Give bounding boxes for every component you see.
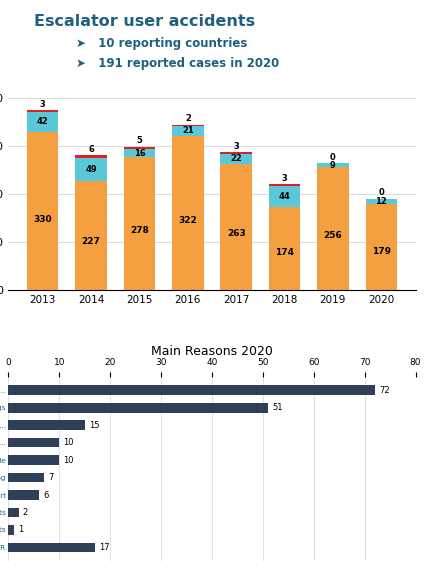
Text: 12: 12 [375, 197, 387, 206]
Bar [8, 455, 59, 465]
Text: 3: 3 [40, 100, 45, 109]
Text: 174: 174 [275, 248, 294, 257]
Bar [27, 110, 59, 112]
Bar [8, 386, 375, 395]
Bar [365, 198, 397, 204]
Bar [172, 126, 204, 136]
Text: Escalator user accidents: Escalator user accidents [34, 14, 255, 29]
Text: 0: 0 [379, 188, 384, 197]
Text: 5: 5 [137, 136, 142, 145]
Bar [8, 525, 14, 535]
Text: 0: 0 [330, 153, 336, 162]
Text: 3: 3 [233, 142, 239, 150]
Bar [220, 153, 252, 164]
Text: 9: 9 [330, 161, 336, 170]
Bar [317, 168, 349, 291]
Text: 7: 7 [48, 473, 53, 482]
Bar [75, 158, 107, 181]
Bar [269, 186, 300, 207]
Bar [365, 204, 397, 291]
Text: 6: 6 [88, 145, 94, 153]
Text: 227: 227 [82, 237, 100, 246]
Text: 10: 10 [64, 438, 74, 447]
Text: 22: 22 [230, 154, 242, 163]
Text: 278: 278 [130, 226, 149, 235]
Text: 322: 322 [179, 216, 197, 225]
Text: 2: 2 [23, 508, 28, 517]
Text: 21: 21 [182, 126, 194, 135]
Text: 10: 10 [64, 456, 74, 464]
Bar [317, 163, 349, 168]
Text: 15: 15 [89, 420, 99, 430]
Bar [27, 112, 59, 132]
Text: ➤   191 reported cases in 2020: ➤ 191 reported cases in 2020 [76, 57, 279, 70]
Bar [220, 152, 252, 153]
Bar [124, 149, 155, 157]
Bar [8, 438, 59, 447]
Bar [172, 136, 204, 291]
Bar [75, 155, 107, 158]
Text: 44: 44 [279, 192, 290, 201]
Text: 72: 72 [379, 386, 390, 395]
Bar [220, 164, 252, 291]
Text: 330: 330 [33, 214, 52, 224]
Bar [269, 207, 300, 291]
Text: 256: 256 [324, 231, 342, 240]
Text: 16: 16 [134, 149, 145, 157]
Bar [124, 147, 155, 149]
Text: 49: 49 [85, 165, 97, 174]
Text: 3: 3 [282, 174, 287, 183]
Bar [8, 508, 19, 517]
Bar [269, 184, 300, 186]
Bar [8, 490, 39, 500]
Text: 17: 17 [99, 543, 110, 552]
Text: 1: 1 [18, 526, 23, 534]
Text: 2: 2 [185, 114, 191, 123]
Text: 179: 179 [372, 247, 391, 256]
Text: 263: 263 [227, 229, 245, 238]
Bar [27, 132, 59, 291]
Bar [75, 181, 107, 291]
Bar [8, 403, 268, 412]
Bar [8, 473, 44, 482]
Text: 51: 51 [272, 403, 282, 412]
Bar [172, 125, 204, 126]
Text: 6: 6 [43, 491, 48, 499]
Bar [8, 543, 95, 552]
Bar [8, 420, 85, 430]
Text: ➤   10 reporting countries: ➤ 10 reporting countries [76, 37, 248, 50]
Title: Main Reasons 2020: Main Reasons 2020 [151, 345, 273, 358]
Text: 42: 42 [37, 117, 49, 126]
Bar [124, 157, 155, 291]
